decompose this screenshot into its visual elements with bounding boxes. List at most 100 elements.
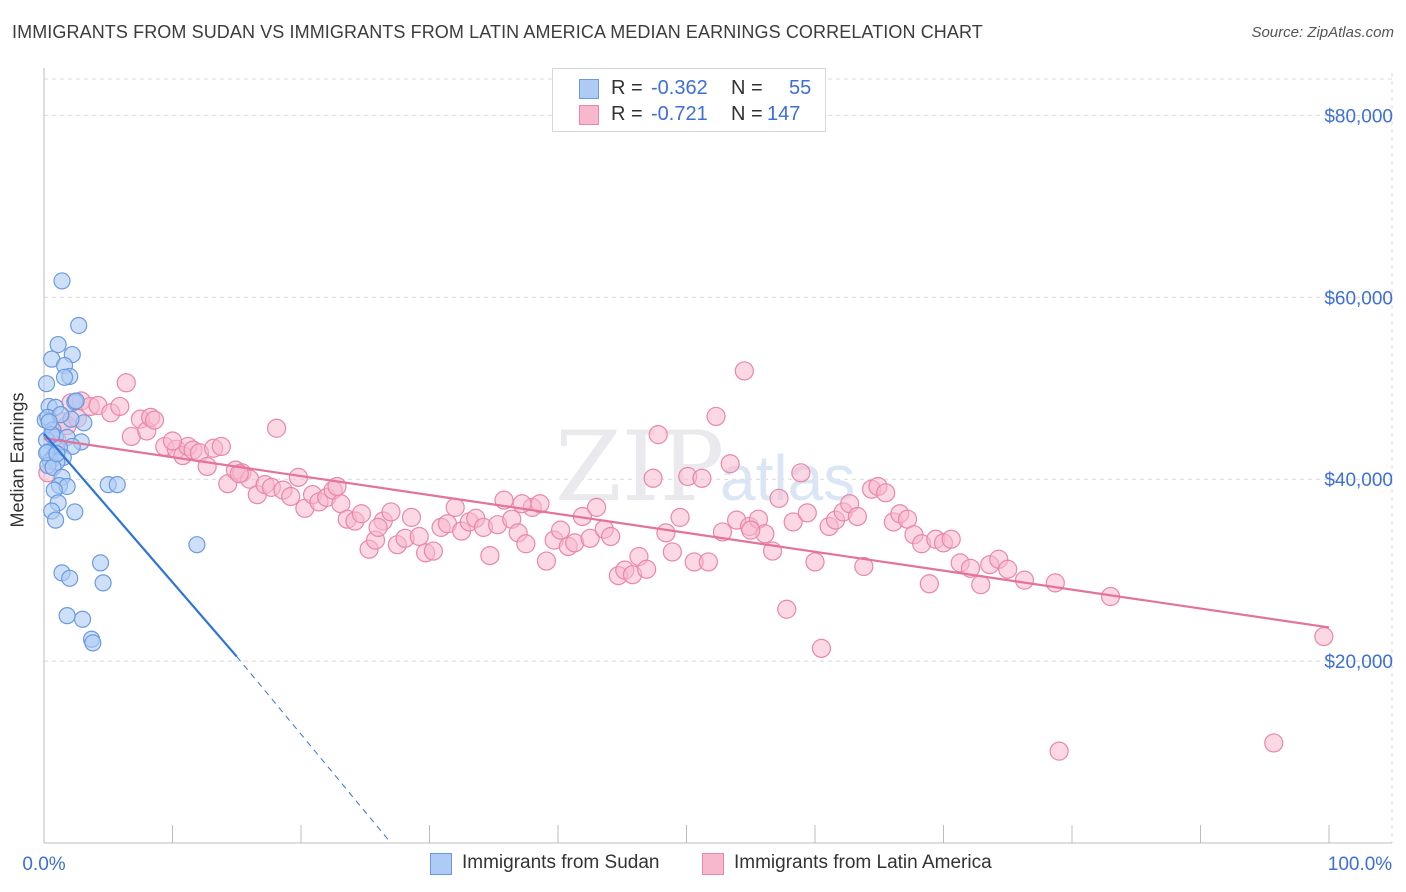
latam-point [351, 504, 371, 524]
latam-point [648, 425, 668, 445]
legend-r-value: -0.362 [651, 77, 708, 99]
legend-n-value: 147 [767, 103, 801, 125]
chart-title: IMMIGRANTS FROM SUDAN VS IMMIGRANTS FROM… [12, 22, 983, 42]
latam-point [854, 556, 874, 577]
latam-point [791, 463, 811, 483]
latam-point [409, 526, 429, 547]
latam-point [536, 551, 557, 571]
y-tick-label: $80,000 [1324, 106, 1393, 127]
sudan-point [48, 445, 66, 463]
sudan-points-group [36, 272, 206, 652]
latam-point [601, 526, 621, 547]
x-tick-label-min: 0.0% [22, 854, 65, 875]
latam-point [1014, 570, 1035, 590]
latam-point [662, 542, 682, 562]
sudan-point [53, 272, 71, 290]
sudan-point [58, 607, 76, 625]
legend-n-label: N = [731, 77, 763, 99]
sudan-point [66, 503, 84, 521]
sudan-point [49, 335, 67, 354]
series-legend-sudan[interactable]: Immigrants from Sudan [430, 852, 690, 876]
latam-point [1314, 626, 1334, 647]
latam-point [162, 431, 183, 451]
watermark-atlas: atlas [720, 442, 855, 514]
latam-point [941, 529, 961, 549]
latam-point [586, 497, 607, 517]
sudan-trend-line [43, 432, 238, 658]
legend-row-latam: R = -0.721 N = 147 [553, 101, 825, 127]
legend-row-sudan: R = -0.362 N = 55 [553, 75, 825, 101]
latam-point [805, 552, 825, 572]
y-axis-label: Median Earnings [7, 392, 28, 528]
sudan-point [67, 392, 85, 410]
latam-point [720, 454, 740, 474]
latam-trend-line [43, 437, 1330, 629]
sudan-point [46, 511, 65, 529]
legend-swatch-sudan [579, 79, 599, 99]
y-tick-label: $40,000 [1324, 470, 1393, 491]
legend-n-value: 55 [789, 77, 812, 99]
legend-swatch-latam [579, 105, 599, 125]
latam-point [706, 406, 726, 427]
latam-point [423, 541, 443, 561]
source-label: Source: ZipAtlas.com [1251, 24, 1394, 41]
y-tick-label: $20,000 [1324, 652, 1393, 673]
latam-point [580, 528, 600, 548]
latam-point [777, 599, 797, 619]
trend-lines [43, 432, 1330, 844]
sudan-point [94, 574, 112, 592]
latam-point [144, 410, 165, 430]
watermark-zip: ZIP [555, 411, 724, 523]
latam-point [783, 512, 803, 532]
latam-point [741, 520, 761, 540]
latam-point [637, 559, 657, 579]
latam-point [670, 507, 690, 527]
sudan-point [55, 368, 74, 386]
latam-point [1049, 741, 1069, 761]
sudan-point [70, 316, 88, 335]
latam-point [847, 506, 868, 527]
latam-point [998, 559, 1018, 579]
latam-point [281, 486, 301, 507]
latam-point [960, 558, 981, 578]
sudan-trend-extension [236, 656, 392, 844]
legend-r-label: R = [611, 103, 643, 125]
latam-point [797, 503, 817, 523]
latam-point [445, 497, 465, 517]
latam-point [769, 488, 789, 508]
sudan-point [40, 413, 58, 431]
latam-point [692, 468, 712, 488]
latam-point [229, 464, 249, 484]
latam-point [550, 520, 571, 540]
correlation-legend: R = -0.362 N = 55 R = -0.721 N = 147 [552, 68, 826, 132]
latam-point [971, 575, 991, 595]
x-tick-label-max: 100.0% [1328, 854, 1393, 875]
sudan-point [73, 610, 92, 628]
latam-point [1264, 733, 1284, 753]
latam-point [116, 373, 136, 393]
sudan-point [84, 634, 102, 652]
legend-r-value: -0.721 [651, 103, 708, 125]
series-label-latam: Immigrants from Latin America [734, 852, 992, 873]
series-legend-latam[interactable]: Immigrants from Latin America [702, 852, 1032, 876]
series-label-sudan: Immigrants from Sudan [462, 852, 660, 873]
latam-point [211, 436, 231, 457]
latam-point [381, 502, 401, 522]
latam-point [876, 483, 896, 503]
tick-labels: $20,000 $40,000 $60,000 $80,000 0.0% 100.0% [22, 106, 1393, 875]
latam-point [656, 523, 676, 543]
latam-point [266, 418, 287, 438]
latam-point [919, 574, 939, 594]
latam-point [110, 396, 130, 417]
y-tick-label: $60,000 [1324, 288, 1393, 309]
sudan-point [108, 476, 126, 494]
latam-point [643, 468, 663, 488]
legend-r-label: R = [611, 77, 643, 99]
series-swatch-sudan [430, 853, 452, 875]
latam-point [698, 552, 718, 572]
sudan-point [91, 554, 110, 572]
sudan-point [188, 536, 206, 554]
latam-point [368, 517, 388, 537]
latam-point [401, 507, 422, 527]
